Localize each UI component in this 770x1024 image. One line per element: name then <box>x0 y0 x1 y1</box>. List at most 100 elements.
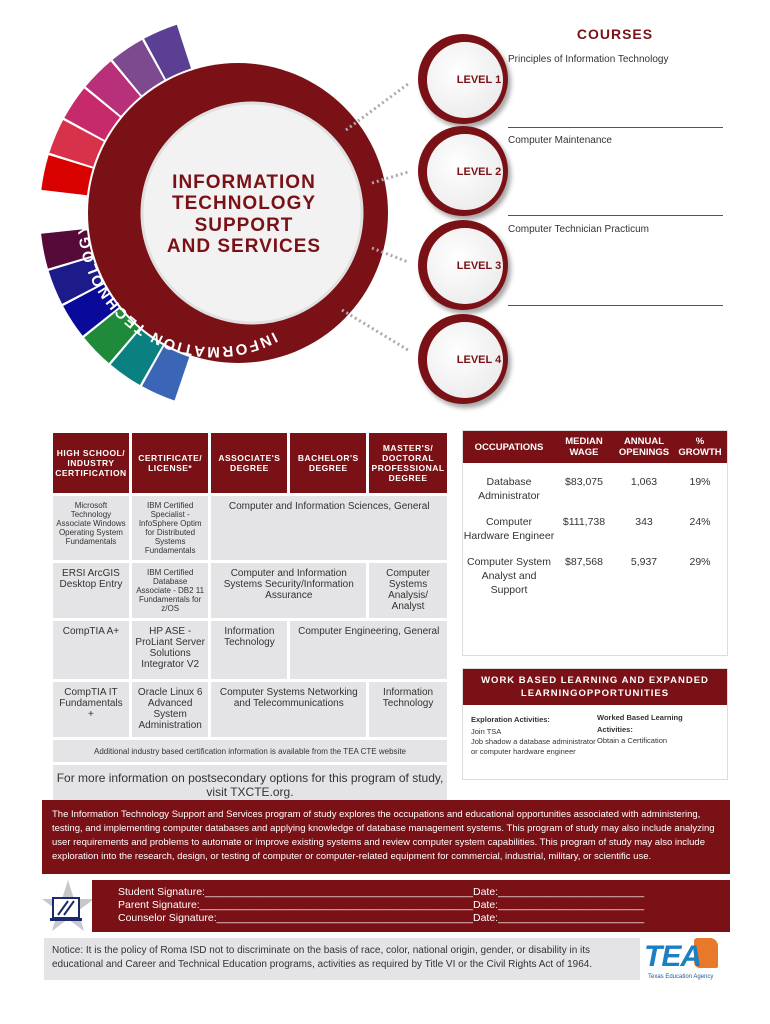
table-cell: CompTIA IT Fundamentals + <box>53 682 129 737</box>
occupation-row: Computer System Analyst and Support $87,5… <box>463 555 727 597</box>
program-description: The Information Technology Support and S… <box>42 800 730 874</box>
counselor-date-field[interactable]: Date:_________________________ <box>473 912 645 924</box>
star-laptop-icon <box>42 880 94 931</box>
exploration-item: Job shadow a database administrator or c… <box>471 737 596 756</box>
course-item: Computer Technician Practicum <box>508 224 649 235</box>
level-2-badge: LEVEL 2 <box>418 126 508 216</box>
cluster-segment <box>48 257 103 304</box>
texas-shape-icon <box>694 938 718 968</box>
cluster-segment <box>64 88 120 141</box>
table-cell: CompTIA A+ <box>53 621 129 679</box>
level-3-badge: LEVEL 3 <box>418 220 508 310</box>
occupation-cell: 24% <box>689 516 711 528</box>
work-based-learning-panel: WORK BASED LEARNING AND EXPANDED LEARNIN… <box>462 668 728 780</box>
occupations-header: OCCUPATIONS MEDIAN WAGE ANNUAL OPENINGS … <box>463 431 727 463</box>
occupation-cell: 19% <box>689 476 711 488</box>
table-cell: Computer and Information Sciences, Gener… <box>211 496 447 560</box>
cluster-segment <box>84 308 139 364</box>
student-signature-field[interactable]: Student Signature:______________________… <box>118 886 473 898</box>
level-4-badge: LEVEL 4 <box>418 314 508 404</box>
tea-logo-text: TEA <box>644 940 702 973</box>
occupation-cell: 5,937 <box>630 556 658 568</box>
worked-item: Obtain a Certification <box>597 736 668 745</box>
cluster-segment <box>49 120 104 167</box>
course-item: Principles of Information Technology <box>508 54 669 65</box>
certification-note: Additional industry based certification … <box>53 740 447 762</box>
cluster-segment <box>112 39 165 96</box>
header-associates: ASSOCIATE'S DEGREE <box>211 433 288 493</box>
table-cell: ERSI ArcGIS Desktop Entry <box>53 563 129 618</box>
table-cell: Computer Systems Analysis/ Analyst <box>369 563 447 618</box>
table-cell: IBM Certified Database Associate - DB2 1… <box>131 563 209 618</box>
nondiscrimination-notice: Notice: It is the policy of Roma ISD not… <box>44 938 640 980</box>
cluster-title-line: INFORMATION <box>172 172 316 193</box>
table-cell: Computer Systems Networking and Telecomm… <box>211 682 367 737</box>
header-high-school: HIGH SCHOOL/ INDUSTRY CERTIFICATION <box>53 433 129 493</box>
cluster-segment <box>144 24 192 80</box>
pathways-table: HIGH SCHOOL/ INDUSTRY CERTIFICATION CERT… <box>50 430 450 808</box>
occupation-row: Database Administrator $83,075 1,063 19% <box>463 475 727 503</box>
course-divider <box>508 215 723 216</box>
tea-logo: TEA Texas Education Agency <box>644 938 722 984</box>
header-growth: % GROWTH <box>678 436 722 458</box>
courses-title: COURSES <box>576 26 654 42</box>
table-cell: Microsoft Technology Associate Windows O… <box>53 496 129 560</box>
header-occupations: OCCUPATIONS <box>474 441 544 453</box>
table-cell: Computer Engineering, General <box>290 621 447 679</box>
cluster-diagram: INFORMATION TECHNOLOGY INFORMATION TECHN… <box>41 24 409 409</box>
parent-date-field[interactable]: Date:_________________________ <box>473 899 645 911</box>
occupation-row: Computer Hardware Engineer $111,738 343 24% <box>463 515 727 543</box>
table-cell: Information Technology <box>369 682 447 737</box>
level-label: LEVEL 4 <box>456 354 502 366</box>
header-masters: MASTER'S/ DOCTORAL PROFESSIONAL DEGREE <box>369 433 447 493</box>
header-median-wage: MEDIAN WAGE <box>565 436 603 458</box>
occupation-cell: Computer System Analyst and Support <box>466 556 552 596</box>
course-item: Computer Maintenance <box>508 135 612 146</box>
more-info-text: For more information on postsecondary op… <box>53 765 447 805</box>
level-label: LEVEL 2 <box>456 166 502 178</box>
cluster-title-line: TECHNOLOGY <box>172 193 316 214</box>
occupation-cell: $111,738 <box>562 516 606 528</box>
cluster-segment <box>41 155 93 196</box>
connector-dots <box>341 82 409 352</box>
occupation-cell: Database Administrator <box>478 476 540 502</box>
table-cell: Information Technology <box>211 621 288 679</box>
table-cell: Oracle Linux 6 Advanced System Administr… <box>131 682 209 737</box>
cluster-segment <box>110 329 163 385</box>
tea-logo-subtitle: Texas Education Agency <box>648 974 714 980</box>
table-cell: Computer and Information Systems Securit… <box>211 563 367 618</box>
level-label: LEVEL 1 <box>456 74 502 86</box>
parent-signature-field[interactable]: Parent Signature:_______________________… <box>118 899 473 911</box>
counselor-signature-field[interactable]: Counselor Signature:____________________… <box>118 912 473 924</box>
cluster-segment <box>41 228 93 269</box>
occupation-cell: $83,075 <box>565 476 603 488</box>
exploration-item: Join TSA <box>471 727 502 736</box>
level-1-badge: LEVEL 1 <box>418 34 508 124</box>
occupation-cell: 1,063 <box>630 476 658 488</box>
course-divider <box>508 127 723 128</box>
cluster-segment <box>142 345 190 401</box>
cluster-center <box>140 101 364 325</box>
occupation-cell: $87,568 <box>565 556 603 568</box>
cluster-color-segments <box>41 24 192 401</box>
cluster-segment <box>85 61 141 116</box>
table-cell: IBM Certified Specialist - InfoSphere Op… <box>131 496 209 560</box>
student-date-field[interactable]: Date:_________________________ <box>473 886 645 898</box>
occupation-cell: 29% <box>689 556 711 568</box>
header-annual-openings: ANNUAL OPENINGS <box>618 436 670 458</box>
worked-label: Worked Based Learning Activities: <box>597 713 683 734</box>
exploration-label: Exploration Activities: <box>471 715 550 724</box>
occupation-cell: Computer Hardware Engineer <box>463 516 555 542</box>
cluster-title-line: AND SERVICES <box>167 236 321 257</box>
occupations-panel: OCCUPATIONS MEDIAN WAGE ANNUAL OPENINGS … <box>462 430 728 656</box>
occupation-cell: 343 <box>635 516 653 528</box>
table-cell: HP ASE - ProLiant Server Solutions Integ… <box>131 621 209 679</box>
level-label: LEVEL 3 <box>456 260 502 272</box>
header-certificate: CERTIFICATE/ LICENSE* <box>131 433 209 493</box>
course-divider <box>508 305 723 306</box>
wbl-title: WORK BASED LEARNING AND EXPANDED LEARNIN… <box>463 669 727 705</box>
cluster-segment <box>63 284 119 336</box>
cluster-title-line: SUPPORT <box>195 215 294 236</box>
signature-block: Student Signature:______________________… <box>92 880 730 932</box>
header-bachelors: BACHELOR'S DEGREE <box>290 433 367 493</box>
